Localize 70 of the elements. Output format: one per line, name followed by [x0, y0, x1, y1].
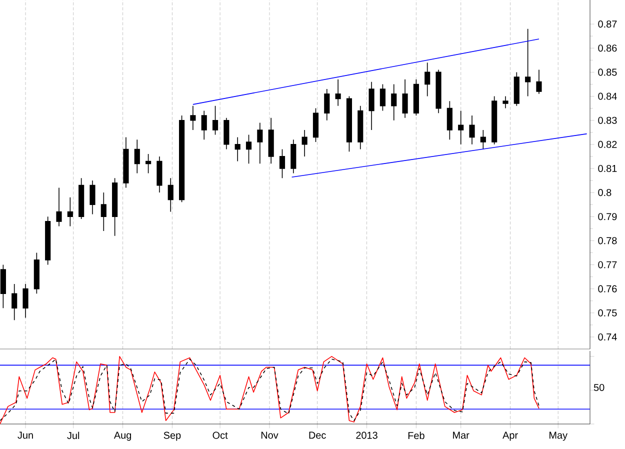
candlestick [368, 81, 374, 130]
x-tick-label: Aug [114, 432, 132, 441]
candlestick [312, 108, 319, 142]
candlestick [492, 96, 498, 145]
candlestick [257, 122, 263, 164]
candlestick [112, 178, 118, 236]
candlestick [346, 96, 352, 152]
candlestick [402, 79, 408, 118]
candlestick [190, 106, 196, 130]
text: 50 [594, 384, 604, 392]
x-tick-label: Oct [212, 432, 228, 439]
candlestick [358, 106, 364, 150]
candlestick [0, 264, 6, 308]
candlestick [100, 192, 106, 232]
y-tick-label: 0.75 [598, 309, 617, 316]
candlestick [56, 187, 62, 227]
candlestick [168, 178, 174, 212]
candlestick [22, 284, 28, 318]
x-tick-label: May [550, 432, 568, 441]
candlestick [502, 96, 508, 109]
y-tick-label: 0.74 [598, 333, 617, 340]
candlestick [514, 72, 520, 106]
candlestick [279, 148, 286, 179]
x-tick-label: Sep [164, 432, 181, 441]
candlestick [34, 252, 40, 294]
y-tick-label: 0.84 [598, 92, 617, 100]
x-tick-label: Apr [502, 432, 518, 441]
y-tick-label: 0.76 [598, 285, 617, 292]
x-tick-label: Jun [18, 432, 33, 439]
candlestick [446, 100, 452, 140]
x-tick-label: Nov [261, 432, 278, 439]
candlestick [212, 106, 218, 136]
candlestick [424, 62, 430, 97]
candlestick [436, 69, 442, 114]
candlestick [78, 178, 84, 220]
candlestick [45, 216, 51, 266]
x-tick-label: Jul [67, 432, 80, 440]
y-tick-label: 0.86 [598, 44, 617, 52]
candlestick [134, 139, 140, 174]
candlestick [290, 139, 296, 174]
candlestick [156, 156, 162, 193]
candlestick [335, 79, 341, 106]
x-tick-label: 2013 [356, 432, 378, 439]
y-tick-label: 0.87 [598, 20, 617, 28]
candlestick [201, 110, 207, 140]
x-tick-label: Dec [309, 432, 326, 439]
candlestick [391, 84, 397, 121]
y-tick-label: 0.83 [598, 116, 617, 124]
candlestick [12, 284, 18, 321]
x-tick-label: Feb [408, 432, 424, 440]
candlestick [324, 88, 330, 121]
x-tick-label: Mar [453, 432, 470, 439]
y-tick-label: 0.79 [598, 213, 617, 220]
candlestick [224, 118, 230, 150]
candlestick [536, 69, 542, 94]
candlestick [123, 136, 129, 188]
candlestick [90, 180, 96, 215]
candlestick [178, 115, 185, 203]
candlestick [380, 84, 386, 112]
candlestick [469, 115, 475, 145]
candlestick [302, 130, 308, 157]
y-tick-label: 0.81 [598, 164, 617, 172]
y-tick-label: 0.77 [598, 261, 617, 268]
y-tick-label: 0.82 [598, 140, 617, 148]
candlestick [413, 79, 419, 116]
candlestick [234, 136, 240, 162]
y-tick-label: 0.78 [598, 237, 617, 244]
y-tick-label: 0.85 [598, 68, 617, 76]
y-tick-label: 0.8 [598, 189, 612, 196]
candlestick [268, 118, 274, 164]
